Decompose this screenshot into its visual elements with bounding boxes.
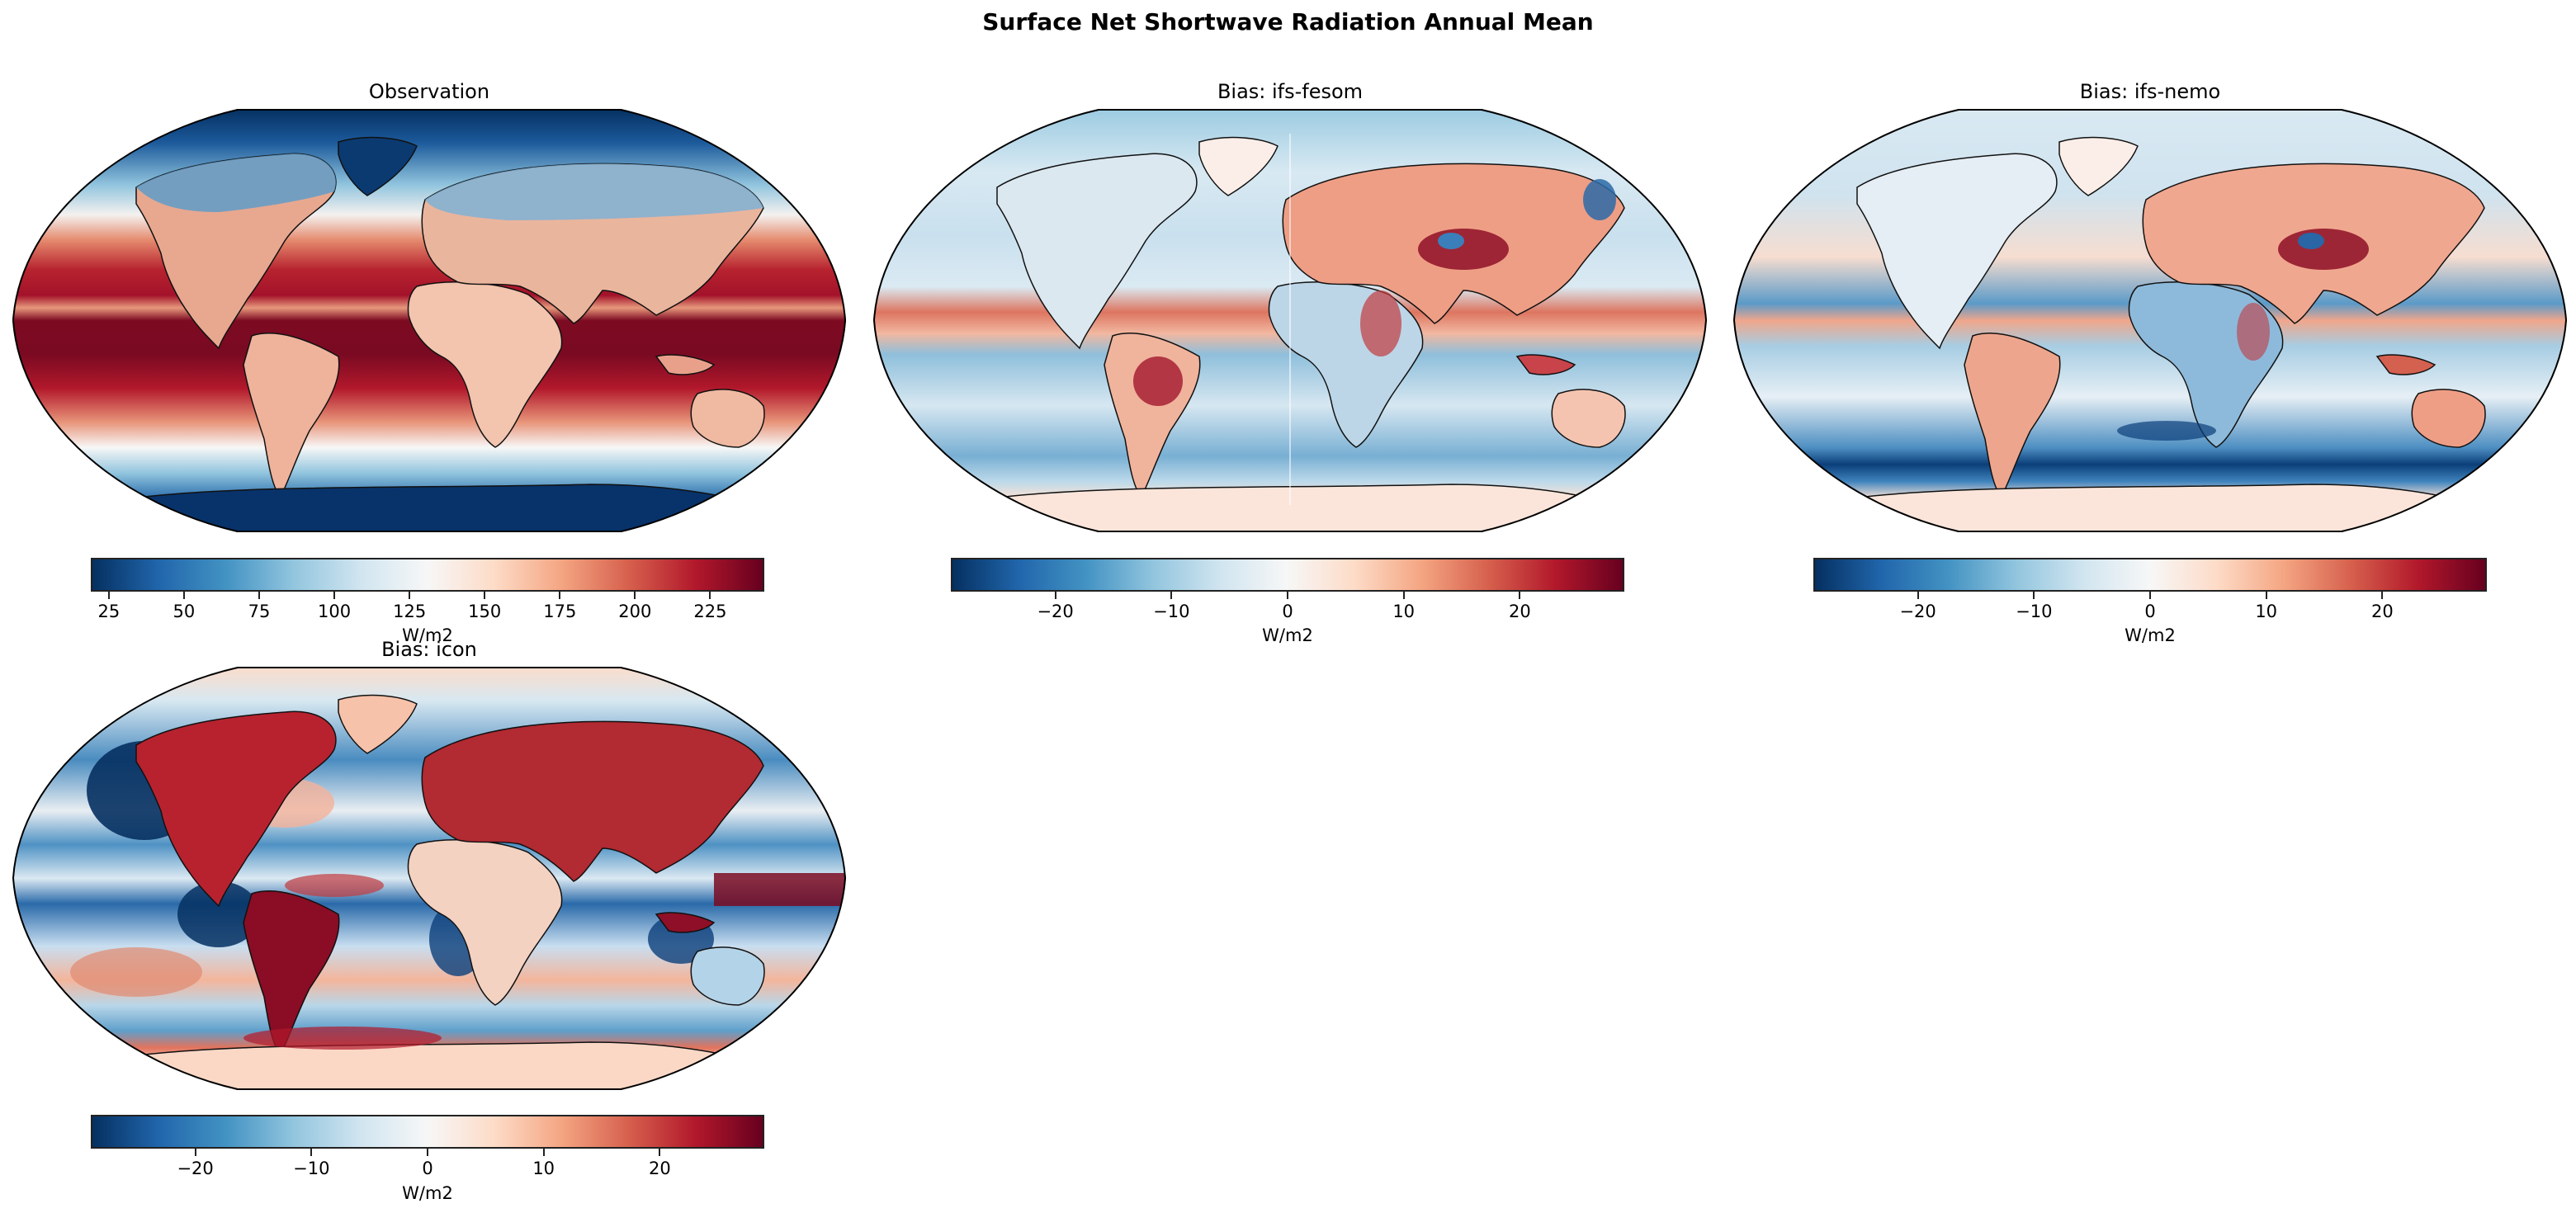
- panel-title-ifs-fesom: Bias: ifs-fesom: [1217, 80, 1364, 103]
- colorbar-tick-label: 100: [318, 602, 352, 621]
- colorbar-tick-label: −10: [2016, 602, 2053, 621]
- colorbar-label-observation: W/m2: [402, 625, 453, 645]
- colorbar-tick: [559, 592, 561, 599]
- colorbar-tick: [1054, 592, 1056, 599]
- colorbar-tick: [427, 1149, 428, 1156]
- colorbar-tick-label: 150: [468, 602, 502, 621]
- map-observation: [12, 109, 846, 532]
- colorbar-tick: [709, 592, 711, 599]
- colorbar-tick: [1917, 592, 1919, 599]
- colorbar-tick: [107, 592, 110, 599]
- colorbar-icon: [91, 1115, 764, 1149]
- colorbar-ifs-fesom: [951, 558, 1624, 592]
- colorbar-ifs-nemo: [1813, 558, 2487, 592]
- colorbar-tick: [194, 1149, 196, 1156]
- colorbar-tick: [310, 1149, 313, 1156]
- map-bias-icon: [12, 667, 846, 1090]
- panel-title-icon: Bias: icon: [381, 638, 477, 661]
- colorbar-tick: [258, 592, 260, 599]
- colorbar-tick-label: 20: [1509, 602, 1531, 621]
- colorbar-tick: [333, 592, 336, 599]
- colorbar-tick-label: −10: [293, 1159, 330, 1178]
- colorbar-tick-label: 10: [2255, 602, 2278, 621]
- colorbar-tick: [542, 1149, 545, 1156]
- colorbar-tick-label: 125: [393, 602, 427, 621]
- colorbar-tick: [1287, 592, 1288, 599]
- colorbar-tick: [2265, 592, 2267, 599]
- colorbar-tick-label: 20: [2371, 602, 2394, 621]
- colorbar-tick-label: 50: [173, 602, 196, 621]
- colorbar-tick-label: 0: [1282, 602, 1293, 621]
- colorbar-tick: [1519, 592, 1521, 599]
- map-bias-ifs-nemo: [1733, 109, 2567, 532]
- colorbar-tick-label: 10: [532, 1159, 555, 1178]
- colorbar-tick: [659, 1149, 661, 1156]
- colorbar-tick-label: 0: [422, 1159, 433, 1178]
- colorbar-tick: [2149, 592, 2151, 599]
- colorbar-tick: [409, 592, 411, 599]
- colorbar-tick-label: 0: [2144, 602, 2156, 621]
- colorbar-tick-label: −20: [1899, 602, 1936, 621]
- colorbar-tick-label: 75: [248, 602, 271, 621]
- colorbar-tick-label: 175: [543, 602, 577, 621]
- colorbar-tick-label: −20: [177, 1159, 214, 1178]
- panel-title-ifs-nemo: Bias: ifs-nemo: [2079, 80, 2221, 103]
- colorbar-label-ifs-nemo: W/m2: [2125, 625, 2176, 645]
- colorbar-tick-label: 200: [618, 602, 652, 621]
- colorbar-tick: [1170, 592, 1173, 599]
- map-bias-ifs-fesom: [873, 109, 1707, 532]
- colorbar-tick: [484, 592, 486, 599]
- colorbar-tick-label: −20: [1037, 602, 1074, 621]
- colorbar-tick-label: 20: [649, 1159, 671, 1178]
- colorbar-label-ifs-fesom: W/m2: [1262, 625, 1313, 645]
- colorbar-tick: [2033, 592, 2035, 599]
- colorbar-tick-label: −10: [1153, 602, 1190, 621]
- figure-title: Surface Net Shortwave Radiation Annual M…: [982, 8, 1594, 35]
- colorbar-tick: [182, 592, 185, 599]
- colorbar-tick-label: 225: [693, 602, 727, 621]
- colorbar-tick: [2381, 592, 2384, 599]
- colorbar-tick-label: 10: [1392, 602, 1416, 621]
- panel-title-observation: Observation: [368, 80, 490, 103]
- colorbar-tick: [634, 592, 636, 599]
- colorbar-tick: [1402, 592, 1405, 599]
- colorbar-tick-label: 25: [97, 602, 121, 621]
- colorbar-label-icon: W/m2: [402, 1183, 453, 1203]
- colorbar-observation: [91, 558, 764, 592]
